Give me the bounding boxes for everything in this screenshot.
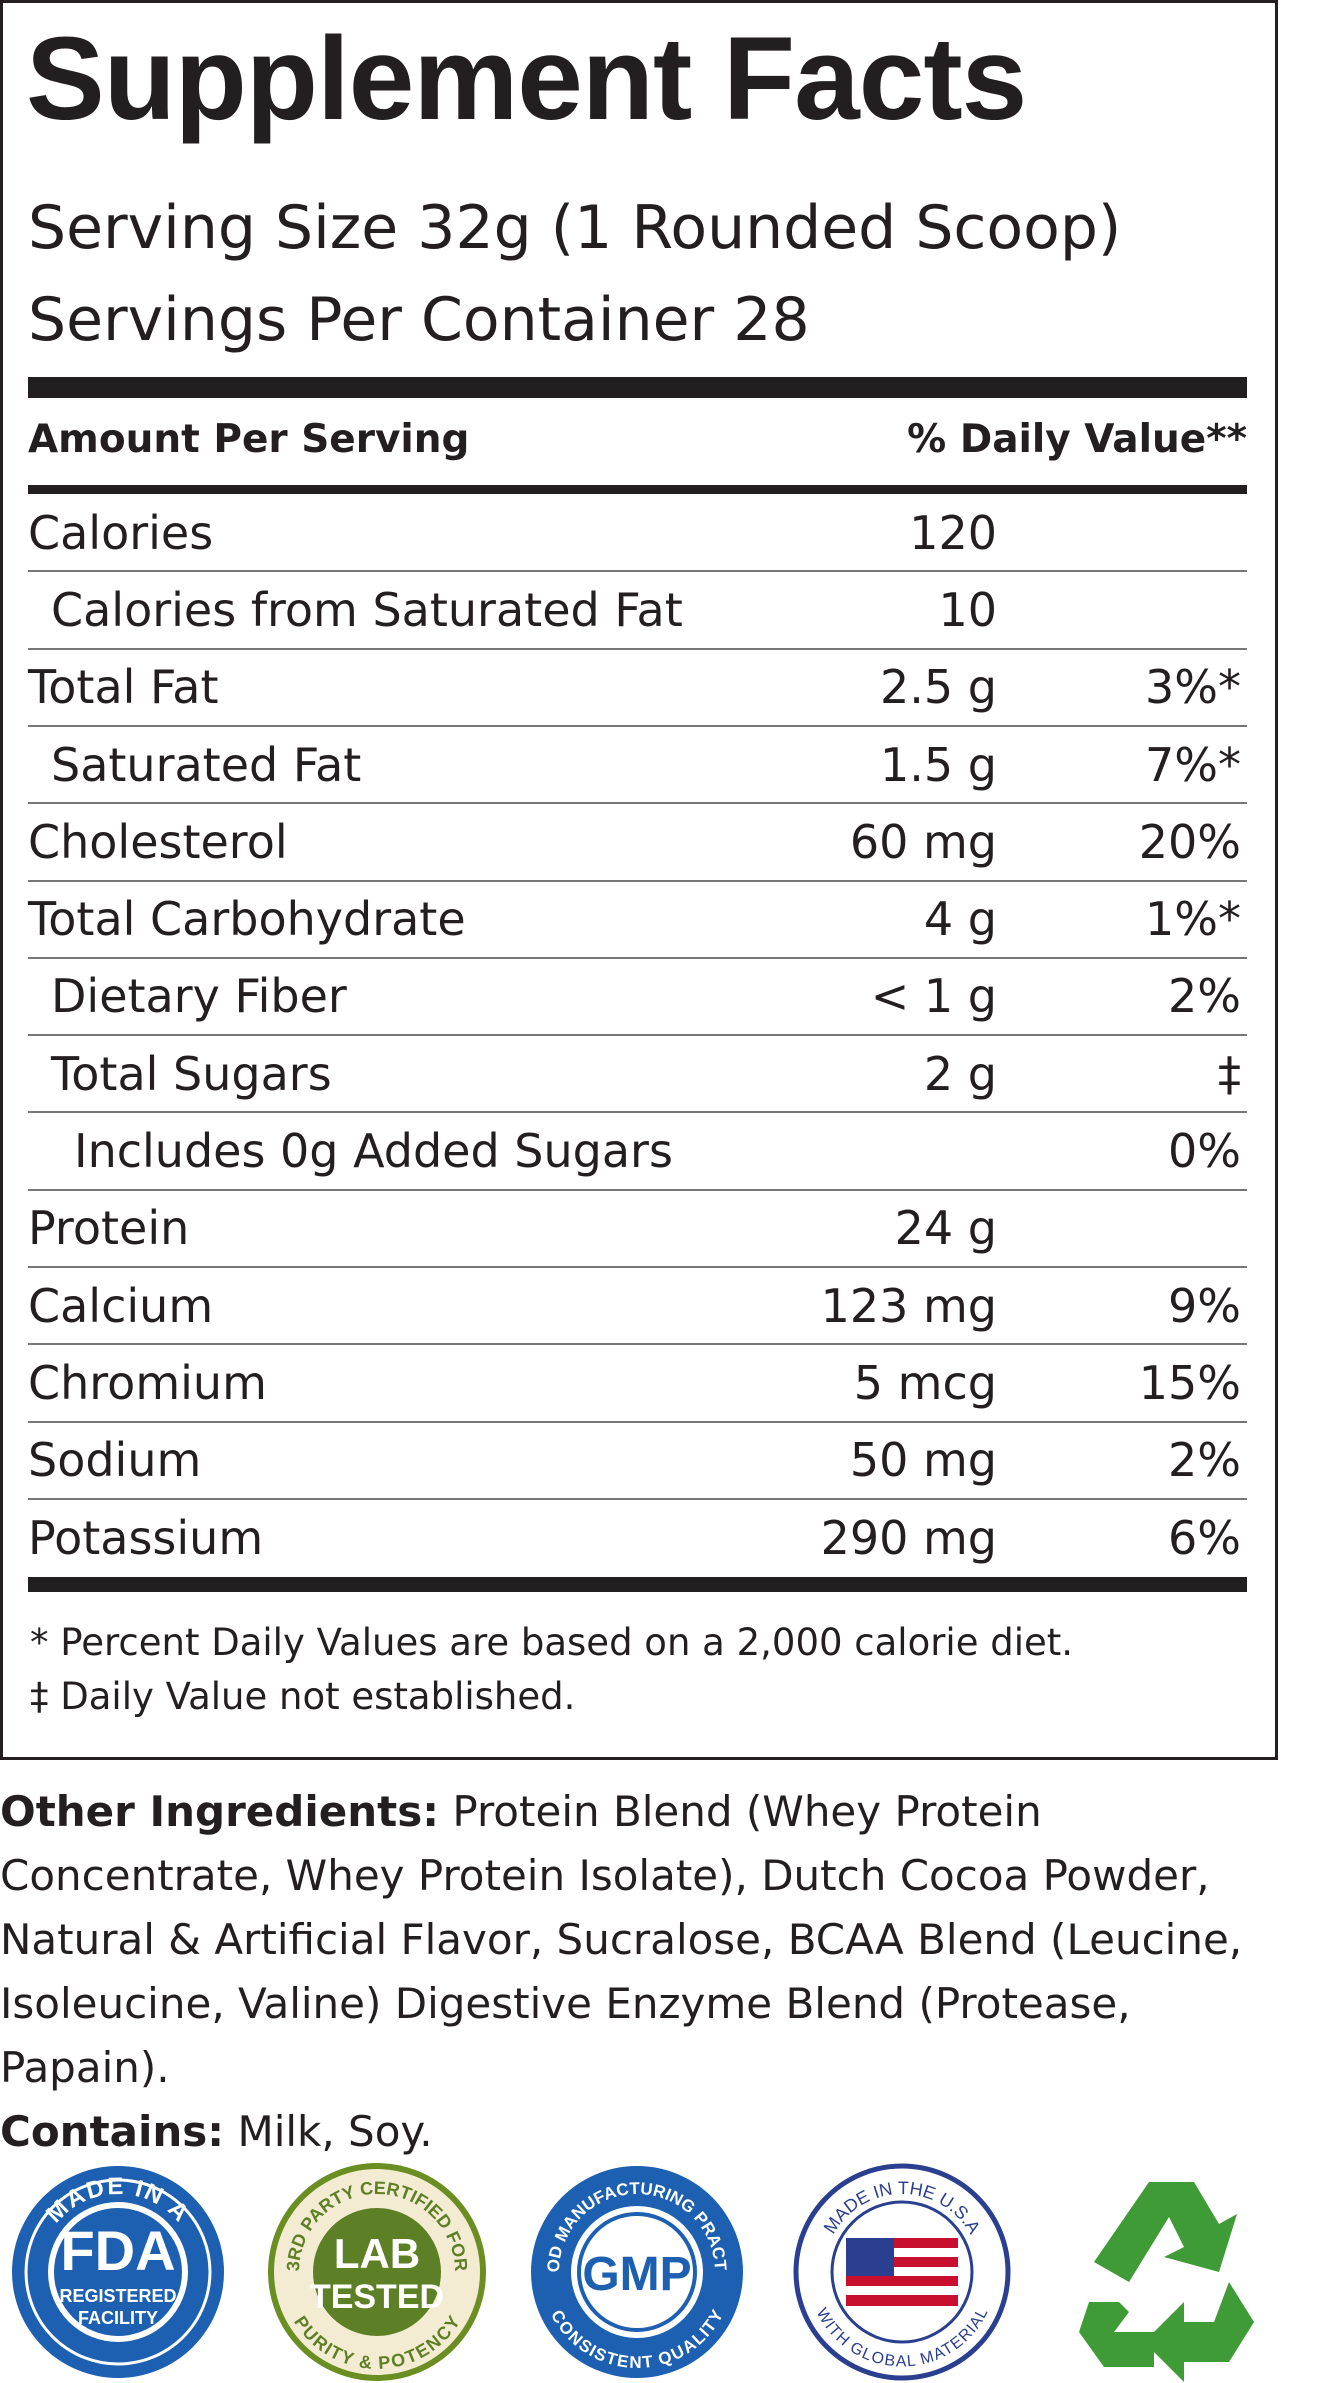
nutrient-name: Dietary Fiber: [51, 969, 347, 1024]
medium-rule: [28, 485, 1247, 494]
daily-value: ‡: [1218, 1046, 1241, 1101]
nutrient-name: Chromium: [28, 1355, 267, 1410]
nutrient-name: Potassium: [28, 1510, 264, 1565]
nutrient-name: Saturated Fat: [51, 737, 362, 792]
column-header: % Daily Value**: [907, 417, 1247, 462]
nutrient-amount: 2 g: [923, 1046, 997, 1101]
thick-rule: [28, 377, 1247, 398]
daily-value: 15%: [1138, 1355, 1241, 1410]
nutrient-amount: 2.5 g: [880, 660, 997, 715]
daily-value: 2%: [1168, 1433, 1241, 1488]
row-rule: [28, 1188, 1247, 1191]
row-rule: [28, 1034, 1247, 1037]
badge-main: FDA: [60, 2219, 175, 2282]
daily-value: 1%*: [1145, 892, 1241, 947]
daily-value: 9%: [1168, 1278, 1241, 1333]
row-rule: [28, 1497, 1247, 1500]
nutrient-name: Calcium: [28, 1278, 214, 1333]
usa-badge: MADE IN THE U.S.A WITH GLOBAL MATERIAL: [793, 2163, 1011, 2381]
nutrient-amount: 24 g: [894, 1201, 997, 1256]
ingredients-text: Protein Blend (Whey Protein Concentrate,…: [0, 1787, 1243, 2092]
fda-badge: MADE IN A FDA REGISTERED FACILITY: [12, 2166, 224, 2378]
nutrient-amount: 5 mcg: [853, 1355, 997, 1410]
row-rule: [28, 1111, 1247, 1114]
nutrient-amount: 120: [909, 505, 997, 560]
daily-value: 7%*: [1145, 737, 1241, 792]
footnote: ‡ Daily Value not established.: [30, 1675, 576, 1718]
badge-main: GMP: [582, 2248, 691, 2301]
nutrient-amount: 10: [938, 582, 997, 637]
column-header: Amount Per Serving: [28, 417, 470, 462]
row-rule: [28, 570, 1247, 573]
nutrient-name: Calories from Saturated Fat: [51, 582, 683, 637]
footnote: * Percent Daily Values are based on a 2,…: [30, 1621, 1074, 1664]
badge-main: LAB: [334, 2230, 420, 2277]
row-rule: [28, 1266, 1247, 1268]
servings-per-container: Servings Per Container 28: [28, 285, 810, 355]
nutrient-name: Cholesterol: [28, 814, 288, 869]
nutrient-amount: < 1 g: [870, 969, 997, 1024]
facts-panel: [0, 0, 1278, 1760]
nutrient-name: Total Sugars: [51, 1046, 332, 1101]
ingredients: Other Ingredients: Protein Blend (Whey P…: [0, 1780, 1290, 2164]
nutrient-name: Includes 0g Added Sugars: [74, 1124, 673, 1179]
serving-size: Serving Size 32g (1 Rounded Scoop): [28, 193, 1122, 263]
ingredients-label: Other Ingredients:: [0, 1787, 440, 1836]
thick-rule: [28, 1577, 1247, 1592]
recycle-icon: [1079, 2182, 1254, 2382]
row-rule: [28, 647, 1247, 650]
nutrient-amount: 60 mg: [849, 814, 997, 869]
nutrient-amount: 4 g: [923, 892, 997, 947]
row-rule: [28, 1420, 1247, 1423]
contains-text: Milk, Soy.: [237, 2107, 433, 2156]
nutrient-name: Sodium: [28, 1433, 202, 1488]
panel-title: Supplement Facts: [26, 13, 1027, 145]
nutrient-amount: 1.5 g: [880, 737, 997, 792]
nutrient-name: Total Fat: [28, 660, 219, 715]
daily-value: 0%: [1168, 1124, 1241, 1179]
contains-label: Contains:: [0, 2107, 225, 2156]
daily-value: 20%: [1138, 814, 1241, 869]
row-rule: [28, 802, 1247, 805]
gmp-badge: GOOD MANUFACTURING PRACTICE GMP CONSISTE…: [531, 2166, 743, 2378]
row-rule: [28, 1343, 1247, 1346]
badges: MADE IN A FDA REGISTERED FACILITY 3RD PA…: [12, 2163, 1254, 2382]
nutrient-name: Calories: [28, 505, 214, 560]
nutrient-amount: 50 mg: [849, 1433, 997, 1488]
daily-value: 6%: [1168, 1510, 1241, 1565]
badge-main: TESTED: [310, 2278, 444, 2316]
row-rule: [28, 956, 1247, 959]
daily-value: 2%: [1168, 969, 1241, 1024]
nutrient-name: Protein: [28, 1201, 190, 1256]
badge-sub: REGISTERED: [59, 2286, 176, 2306]
row-rule: [28, 879, 1247, 882]
nutrient-amount: 123 mg: [820, 1278, 997, 1333]
daily-value: 3%*: [1145, 660, 1241, 715]
badge-sub: FACILITY: [78, 2308, 158, 2328]
row-rule: [28, 724, 1247, 727]
nutrient-name: Total Carbohydrate: [28, 892, 466, 947]
lab-badge: 3RD PARTY CERTIFIED FOR LAB TESTED PURIT…: [268, 2163, 486, 2381]
nutrient-amount: 290 mg: [820, 1510, 997, 1565]
